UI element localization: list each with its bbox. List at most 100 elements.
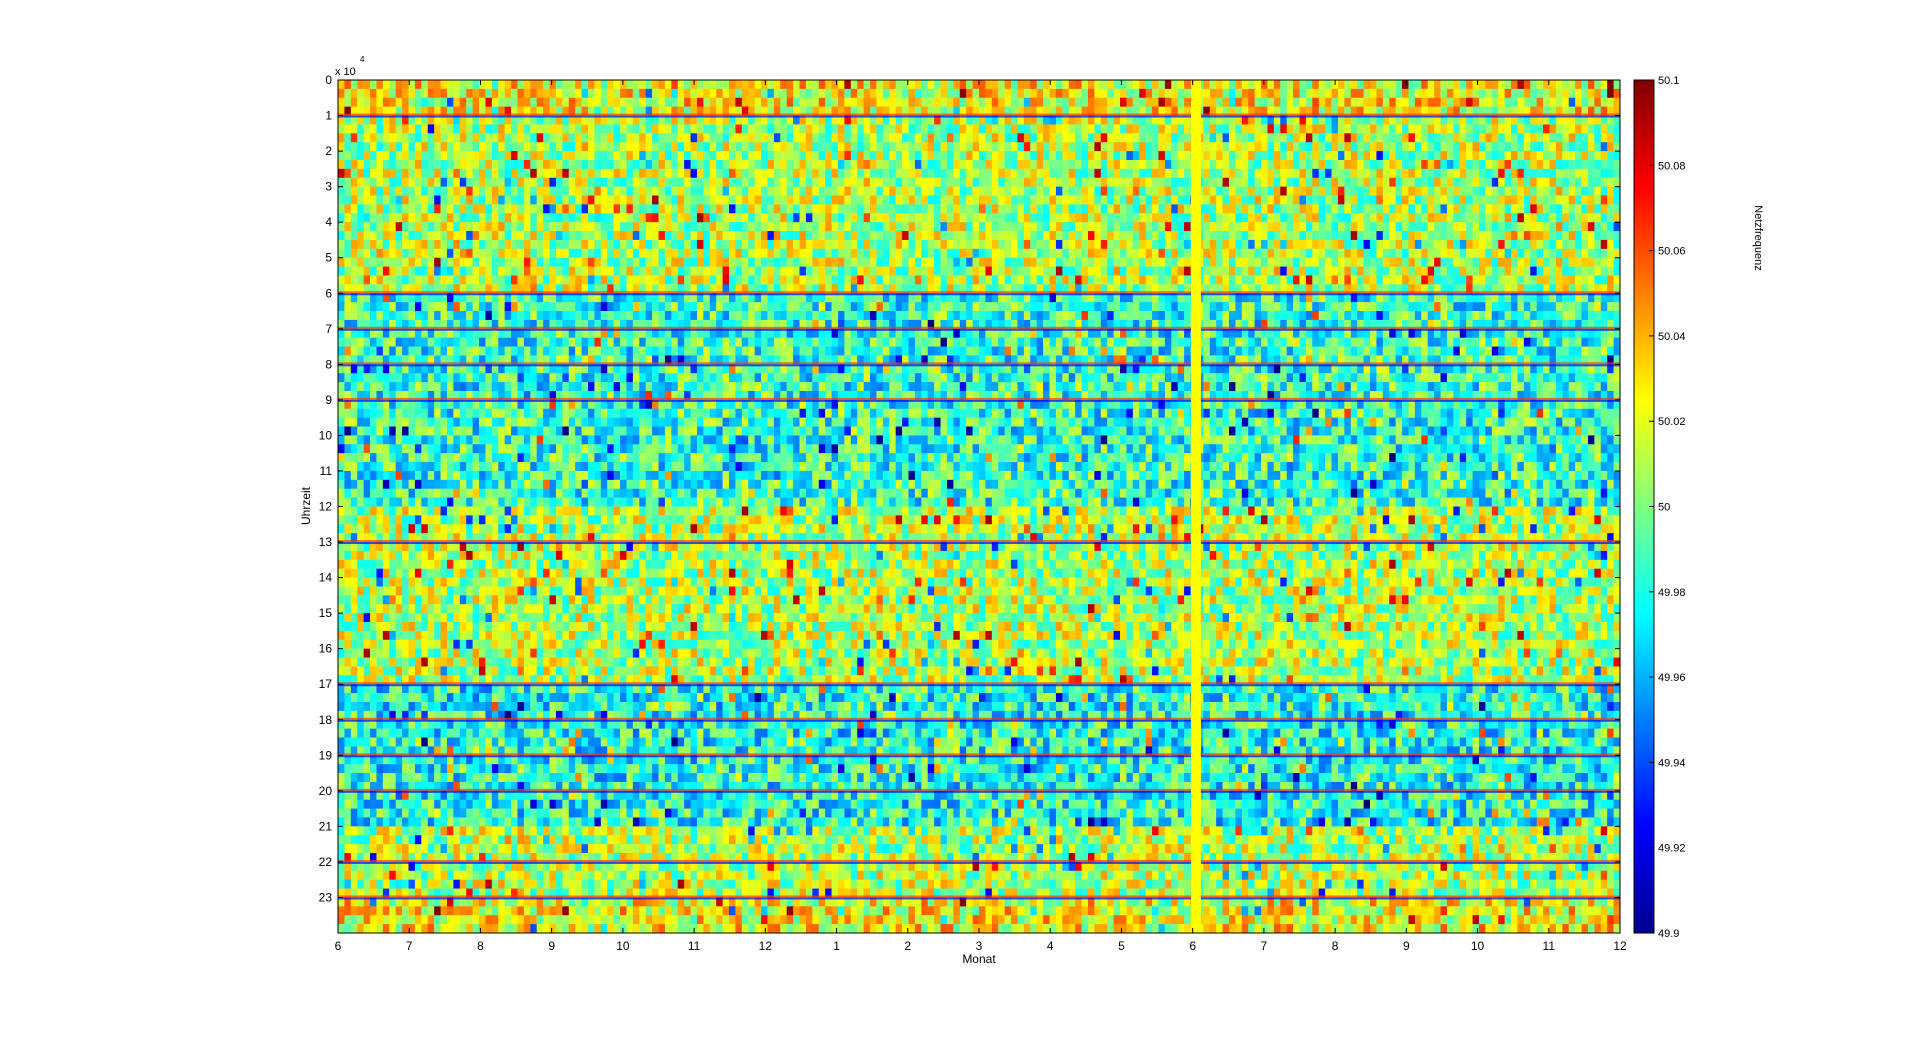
heatmap-cell	[1241, 186, 1249, 197]
heatmap-cell	[1216, 115, 1224, 126]
heatmap-cell	[889, 248, 897, 259]
heatmap-cell	[709, 222, 717, 232]
heatmap-cell	[587, 186, 595, 197]
heatmap-cell	[479, 133, 487, 143]
heatmap-cell	[1261, 248, 1269, 259]
heatmap-cell	[427, 284, 435, 294]
heatmap-cell	[1100, 168, 1108, 179]
heatmap-cell	[998, 248, 1006, 259]
heatmap-cell	[895, 275, 903, 285]
heatmap-cell	[1254, 222, 1262, 232]
heatmap-cell	[902, 275, 910, 285]
heatmap-cell	[1094, 168, 1102, 179]
heatmap-cell	[1504, 284, 1512, 294]
heatmap-cell	[998, 159, 1006, 170]
heatmap-cell	[684, 293, 692, 303]
heatmap-cell	[773, 204, 781, 214]
heatmap-cell	[1145, 177, 1153, 188]
heatmap-cell	[703, 186, 711, 197]
heatmap-cell	[568, 195, 576, 205]
heatmap-cell	[1216, 284, 1224, 294]
heatmap-cell	[1055, 266, 1063, 277]
heatmap-cell	[1248, 97, 1256, 108]
heatmap-cell	[338, 168, 346, 179]
heatmap-cell	[1331, 151, 1339, 161]
heatmap-cell	[1113, 293, 1121, 303]
heatmap-cell	[555, 115, 563, 126]
heatmap-cell	[511, 168, 519, 179]
heatmap-cell	[1337, 106, 1345, 117]
heatmap-cell	[434, 124, 442, 134]
heatmap-cell	[722, 248, 730, 259]
heatmap-cell	[1216, 168, 1224, 179]
heatmap-cell	[870, 133, 878, 143]
heatmap-cell	[1562, 88, 1570, 99]
heatmap-cell	[1293, 142, 1301, 152]
heatmap-cell	[1305, 266, 1313, 277]
heatmap-cell	[1575, 97, 1583, 108]
heatmap-cell	[472, 266, 480, 277]
heatmap-cell	[1472, 151, 1480, 161]
heatmap-cell	[998, 142, 1006, 152]
heatmap-cell	[863, 115, 871, 126]
heatmap-cell	[876, 168, 884, 179]
heatmap-cell	[812, 133, 820, 143]
heatmap-cell	[1325, 213, 1333, 223]
heatmap-cell	[626, 231, 634, 241]
heatmap-cell	[1273, 106, 1281, 117]
heatmap-cell	[953, 195, 961, 205]
heatmap-cell	[1581, 106, 1589, 117]
heatmap-cell	[440, 195, 448, 205]
heatmap-cell	[780, 106, 788, 117]
heatmap-cell	[1389, 80, 1397, 90]
heatmap-cell	[991, 186, 999, 197]
heatmap-cell	[472, 142, 480, 152]
heatmap-cell	[1171, 239, 1179, 250]
heatmap-cell	[1395, 195, 1403, 205]
heatmap-cell	[543, 159, 551, 170]
heatmap-cell	[1344, 284, 1352, 294]
heatmap-cell	[1203, 88, 1211, 99]
heatmap-cell	[780, 133, 788, 143]
heatmap-cell	[1184, 97, 1192, 108]
heatmap-cell	[382, 97, 390, 108]
heatmap-cell	[408, 159, 416, 170]
heatmap-cell	[1075, 106, 1083, 117]
heatmap-cell	[1543, 151, 1551, 161]
heatmap-cell	[812, 168, 820, 179]
heatmap-cell	[671, 204, 679, 214]
heatmap-cell	[664, 284, 672, 294]
heatmap-cell	[1491, 142, 1499, 152]
heatmap-cell	[1472, 106, 1480, 117]
heatmap-cell	[1402, 88, 1410, 99]
heatmap-cell	[440, 239, 448, 250]
heatmap-cell	[998, 168, 1006, 179]
heatmap-cell	[799, 257, 807, 268]
heatmap-cell	[966, 177, 974, 188]
heatmap-cell	[870, 231, 878, 241]
heatmap-cell	[382, 168, 390, 179]
heatmap-cell	[543, 124, 551, 134]
heatmap-cell	[831, 293, 839, 303]
heatmap-cell	[376, 142, 384, 152]
heatmap-cell	[1299, 204, 1307, 214]
heatmap-cell	[979, 204, 987, 214]
heatmap-cell	[1318, 106, 1326, 117]
heatmap-cell	[837, 133, 845, 143]
heatmap-cell	[716, 222, 724, 232]
heatmap-cell	[1607, 204, 1615, 214]
heatmap-cell	[786, 80, 794, 90]
heatmap-cell	[1530, 293, 1538, 303]
heatmap-cell	[434, 239, 442, 250]
heatmap-cell	[664, 248, 672, 259]
heatmap-cell	[1100, 195, 1108, 205]
heatmap-cell	[1511, 151, 1519, 161]
heatmap-cell	[1562, 293, 1570, 303]
heatmap-cell	[1472, 159, 1480, 170]
heatmap-cell	[684, 133, 692, 143]
heatmap-cell	[613, 213, 621, 223]
heatmap-cell	[979, 284, 987, 294]
heatmap-cell	[1581, 222, 1589, 232]
heatmap-cell	[696, 231, 704, 241]
heatmap-cell	[754, 266, 762, 277]
